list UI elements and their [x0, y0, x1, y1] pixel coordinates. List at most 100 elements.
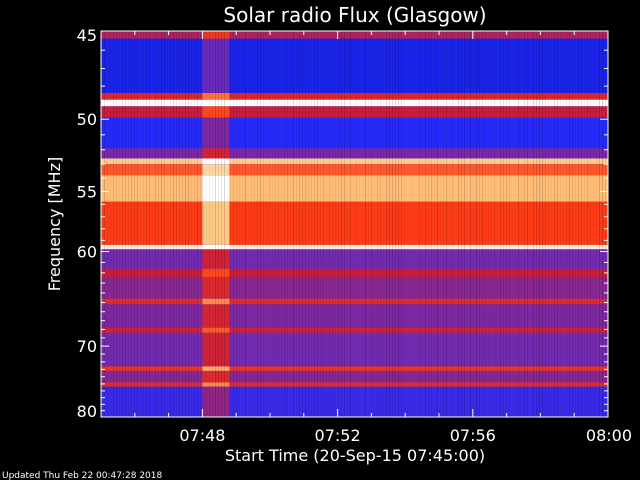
heatmap-band-16-0: [101, 304, 203, 328]
heatmap-texture: [188, 31, 189, 417]
y-tick-label: 70: [77, 337, 97, 356]
heatmap-texture: [305, 31, 306, 417]
heatmap-texture: [167, 31, 168, 417]
heatmap-texture: [539, 31, 540, 417]
heatmap-texture: [176, 31, 177, 417]
heatmap-band-8-1: [202, 164, 230, 176]
heatmap-band-0-0: [101, 31, 203, 39]
heatmap-texture: [377, 31, 378, 417]
heatmap-texture: [131, 31, 132, 417]
heatmap-band-18-1: [202, 332, 230, 367]
heatmap-band-4-0: [101, 106, 203, 118]
heatmap-texture: [164, 31, 165, 417]
heatmap-band-1-1: [202, 38, 230, 93]
heatmap-texture: [593, 31, 594, 417]
heatmap-band-14-1: [202, 277, 230, 299]
heatmap-texture: [440, 31, 441, 417]
heatmap-texture: [233, 31, 234, 417]
heatmap-band-12-1: [202, 249, 230, 269]
heatmap-band-12-2: [229, 249, 608, 269]
y-axis: 45 50 55 60 70 80: [77, 26, 608, 421]
heatmap-band-20-0: [101, 370, 203, 383]
heatmap-band-10-1: [202, 201, 230, 245]
heatmap-band-1-0: [101, 38, 203, 93]
heatmap-texture: [203, 31, 204, 417]
heatmap-band-9-0: [101, 175, 203, 202]
heatmap-texture: [467, 31, 468, 417]
heatmap-band-16-1: [202, 304, 230, 328]
heatmap-texture: [149, 31, 150, 417]
heatmap-texture: [125, 31, 126, 417]
heatmap-texture: [563, 31, 564, 417]
heatmap-texture: [332, 31, 333, 417]
plot-frame: [100, 30, 609, 418]
heatmap-band-9-1: [202, 175, 230, 202]
heatmap-texture: [194, 31, 195, 417]
heatmap-texture: [218, 31, 219, 417]
heatmap-texture: [422, 31, 423, 417]
heatmap-texture: [464, 31, 465, 417]
heatmap-texture: [308, 31, 309, 417]
heatmap-band-6-2: [229, 148, 608, 159]
heatmap-band-5-0: [101, 117, 203, 149]
heatmap-texture: [116, 31, 117, 417]
updated-timestamp: Updated Thu Feb 22 00:47:28 2018: [2, 471, 163, 480]
heatmap-texture: [191, 31, 192, 417]
heatmap-texture: [449, 31, 450, 417]
heatmap-texture: [323, 31, 324, 417]
heatmap-texture: [512, 31, 513, 417]
heatmap-texture: [413, 31, 414, 417]
chart-title: Solar radio Flux (Glasgow): [223, 3, 486, 27]
heatmap-texture: [488, 31, 489, 417]
heatmap-texture: [335, 31, 336, 417]
heatmap-texture: [395, 31, 396, 417]
heatmap-band-15-1: [202, 298, 230, 305]
heatmap-texture: [275, 31, 276, 417]
heatmap-texture: [350, 31, 351, 417]
x-tick-label: 08:00: [586, 426, 632, 445]
heatmap-band-19-0: [101, 366, 203, 371]
heatmap-texture: [140, 31, 141, 417]
heatmap-texture: [470, 31, 471, 417]
heatmap-texture: [599, 31, 600, 417]
heatmap-texture: [326, 31, 327, 417]
x-tick-label: 07:48: [179, 426, 225, 445]
heatmap-texture: [179, 31, 180, 417]
heatmap-band-17-2: [229, 327, 608, 333]
heatmap-band-13-1: [202, 268, 230, 278]
heatmap-texture: [296, 31, 297, 417]
x-axis: 07:48 07:52 07:56 08:00: [134, 31, 632, 445]
heatmap-texture: [443, 31, 444, 417]
heatmap-texture: [122, 31, 123, 417]
heatmap-texture: [404, 31, 405, 417]
heatmap-texture: [494, 31, 495, 417]
heatmap-texture: [557, 31, 558, 417]
heatmap-band-7-0: [101, 158, 203, 165]
heatmap-texture: [428, 31, 429, 417]
heatmap-texture: [236, 31, 237, 417]
heatmap-texture: [572, 31, 573, 417]
heatmap-band-7-2: [229, 158, 608, 165]
heatmap-texture: [590, 31, 591, 417]
heatmap-texture: [242, 31, 243, 417]
heatmap-band-5-2: [229, 117, 608, 149]
heatmap-band-14-0: [101, 277, 203, 299]
y-axis-label: Frequency [MHz]: [45, 157, 64, 291]
heatmap-texture: [566, 31, 567, 417]
heatmap-texture: [254, 31, 255, 417]
heatmap-band-9-2: [229, 175, 608, 202]
heatmap-texture: [245, 31, 246, 417]
heatmap-texture: [518, 31, 519, 417]
heatmap-band-12-0: [101, 249, 203, 269]
heatmap-texture: [239, 31, 240, 417]
heatmap-texture: [380, 31, 381, 417]
heatmap-band-21-0: [101, 382, 203, 387]
heatmap-texture: [458, 31, 459, 417]
heatmap-texture: [266, 31, 267, 417]
heatmap-texture: [251, 31, 252, 417]
x-tick-label: 07:56: [450, 426, 496, 445]
heatmap-texture: [578, 31, 579, 417]
heatmap-texture: [482, 31, 483, 417]
heatmap-band-16-2: [229, 304, 608, 328]
